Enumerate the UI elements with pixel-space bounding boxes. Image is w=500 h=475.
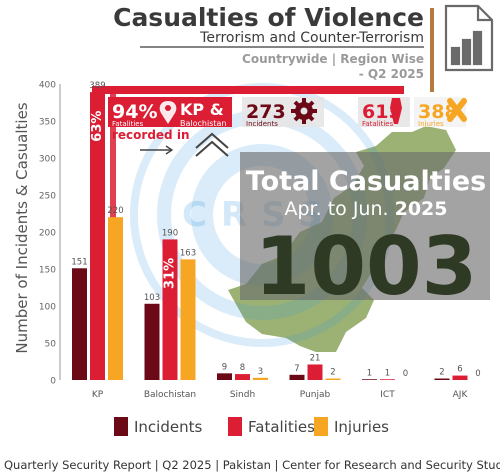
document-chart-icon (444, 4, 494, 72)
bar-fatalities-ajk (452, 375, 468, 380)
bar-incidents-sindh (217, 373, 232, 380)
bar-incidents-punjab (289, 374, 305, 380)
value-label: 1 (367, 368, 372, 378)
value-label: 2 (330, 368, 335, 378)
category-label: Punjab (300, 390, 331, 400)
bar-incidents-balochistan (144, 303, 160, 380)
highlight-bracket (92, 86, 404, 94)
value-label: 7 (294, 364, 299, 374)
legend: Incidents Fatalities Injuries (114, 417, 389, 436)
bar-injuries-punjab (325, 378, 341, 380)
scope-line-2: - Q2 2025 (359, 67, 424, 81)
y-tick-label: 350 (39, 118, 56, 128)
category-label: ICT (380, 390, 395, 400)
value-label: 2 (439, 368, 444, 378)
y-tick-label: 150 (39, 266, 56, 276)
total-value: 1003 (255, 220, 478, 313)
incidents-label: Incidents (246, 120, 278, 128)
value-label: 8 (240, 363, 245, 373)
bar-incidents-ict (362, 379, 377, 380)
y-tick-label: 250 (39, 192, 56, 202)
header-accent-bar (430, 8, 434, 92)
share-label: Fatalities (112, 120, 144, 128)
value-label: 389 (89, 81, 105, 91)
bar-incidents-kp (72, 268, 87, 380)
share-pct: 94% (112, 101, 157, 123)
category-label: Sindh (230, 390, 255, 400)
bar-fatalities-kp (90, 92, 105, 380)
total-label: Total Casualties (246, 166, 487, 197)
bar-fatalities-punjab (307, 364, 323, 380)
legend-swatch-fatalities (228, 417, 242, 436)
y-tick-label: 0 (50, 377, 56, 387)
value-label: 190 (162, 228, 178, 238)
value-label: 103 (144, 293, 160, 303)
bar-injuries-kp (108, 217, 123, 380)
fatality-share-label: 31% (163, 258, 178, 289)
value-label: 0 (475, 369, 480, 379)
category-label: KP (92, 390, 104, 400)
coffin-icon (390, 98, 402, 124)
value-label: 6 (457, 365, 462, 375)
y-tick-label: 400 (39, 81, 56, 91)
share-regions-top: KP & (180, 100, 224, 119)
arrow-right-icon (140, 145, 174, 155)
category-label: Balochistan (144, 390, 196, 400)
value-label: 9 (222, 362, 227, 372)
fatalities-callout-box (358, 97, 410, 127)
y-tick-label: 100 (39, 303, 56, 313)
y-axis-label: Number of Incidents & Casualties (13, 102, 31, 353)
injuries-label: Injuries (418, 120, 444, 128)
legend-swatch-injuries (314, 417, 328, 436)
value-label: 0 (403, 369, 408, 379)
bandage-icon (447, 98, 467, 122)
value-label: 220 (107, 206, 123, 216)
legend-label-fatalities: Fatalities (248, 418, 315, 436)
value-label: 21 (310, 353, 321, 363)
scope-line-1: Countrywide | Region Wise (242, 52, 424, 66)
y-tick-label: 50 (45, 340, 57, 350)
value-label: 151 (71, 257, 87, 267)
recorded-in-label: recorded in (112, 128, 189, 142)
y-tick-label: 200 (39, 229, 56, 239)
value-label: 163 (180, 248, 196, 258)
bar-injuries-sindh (253, 377, 268, 380)
chevron-up-icon (195, 132, 229, 157)
y-tick-label: 300 (39, 155, 56, 165)
fatalities-label: Fatalities (362, 120, 394, 128)
legend-swatch-incidents (114, 417, 128, 436)
bar-fatalities-sindh (235, 374, 250, 380)
total-period: Apr. to Jun. 2025 (285, 198, 448, 220)
legend-label-injuries: Injuries (334, 418, 389, 436)
fatality-share-label: 63% (90, 111, 105, 142)
gear-icon (291, 98, 317, 124)
footer-text: Quarterly Security Report | Q2 2025 | Pa… (4, 458, 500, 472)
category-label: AJK (453, 390, 469, 400)
bar-fatalities-ict (380, 379, 395, 380)
value-label: 1 (385, 368, 390, 378)
page-subtitle: Terrorism and Counter-Terrorism (199, 30, 424, 46)
total-casualties-panel (240, 152, 490, 300)
legend-label-incidents: Incidents (134, 418, 202, 436)
value-label: 3 (258, 367, 263, 377)
incidents-value: 273 (246, 101, 286, 123)
share-regions-bottom: Balochistan (180, 119, 226, 128)
bar-incidents-ajk (434, 378, 450, 380)
page-title: Casualties of Violence (113, 3, 424, 32)
bar-fatalities-balochistan (162, 239, 178, 380)
bar-injuries-balochistan (180, 259, 196, 380)
location-pin-icon (159, 101, 177, 124)
